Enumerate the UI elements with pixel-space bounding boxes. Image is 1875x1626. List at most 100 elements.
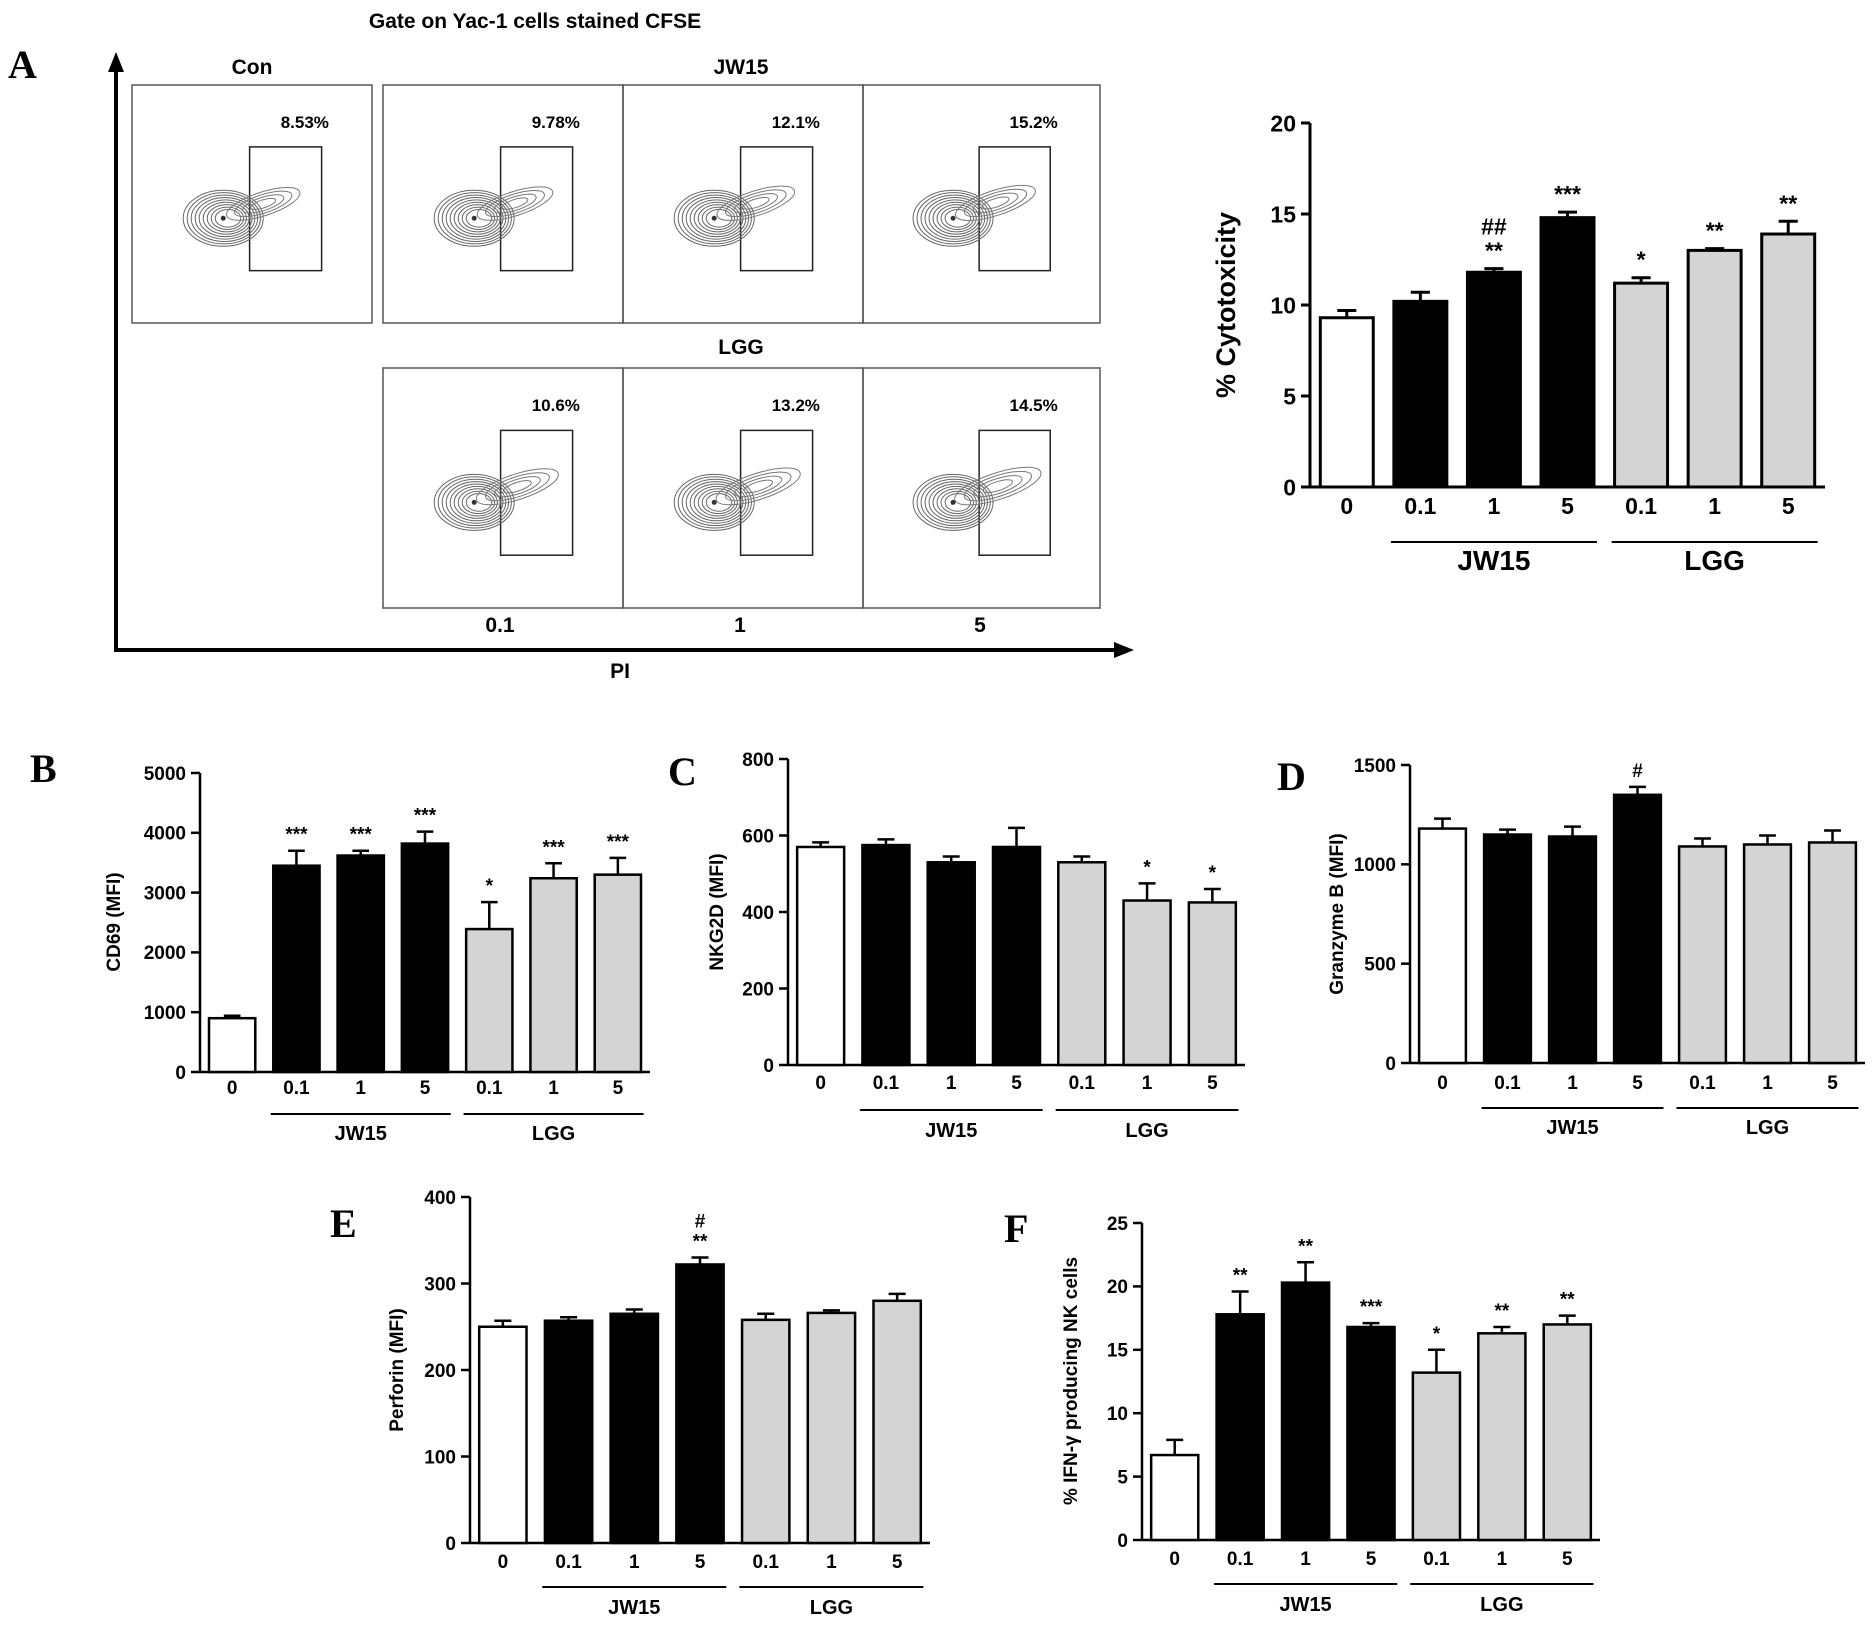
group-label: LGG [1125, 1120, 1168, 1142]
flow-contour [214, 208, 242, 228]
panel-label-C: C [668, 749, 697, 794]
x-tick-label: 5 [1782, 493, 1795, 519]
bar [740, 1318, 791, 1545]
bar [1215, 1313, 1265, 1542]
group-label: LGG [1480, 1594, 1523, 1616]
group-label: JW15 [925, 1120, 977, 1142]
flow-contour [677, 476, 752, 529]
bar [1677, 845, 1728, 1065]
bar [861, 843, 911, 1067]
y-tick-label: 20 [1107, 1277, 1128, 1298]
significance-marker: # [1632, 761, 1643, 782]
significance-marker: *** [542, 837, 565, 858]
flow-title: Gate on Yac-1 cells stained CFSE [369, 10, 701, 33]
y-tick-label: 5 [1283, 383, 1296, 409]
x-tick-label: 0.1 [555, 1552, 582, 1573]
x-tick-label: 5 [695, 1552, 706, 1573]
y-tick-label: 5000 [144, 764, 186, 785]
chart-cd69: B 0 1000 2000 3000 4000 5000 CD69 (MFI) 0 *** 0.1 *… [30, 746, 650, 1145]
flow-contour [453, 201, 501, 235]
bar [675, 1263, 725, 1545]
x-tick-label: 0.1 [1494, 1073, 1521, 1094]
significance-marker: ** [1706, 218, 1724, 244]
flow-contour [437, 476, 512, 529]
y-tick-label: 400 [424, 1188, 456, 1209]
x-tick-label: 0.1 [476, 1078, 503, 1099]
y-tick-label: 100 [424, 1447, 456, 1468]
x-tick-label: 0.1 [1625, 493, 1657, 519]
flow-contour [242, 194, 285, 214]
flow-contour-center [711, 499, 717, 505]
flow-gate [499, 146, 574, 272]
flow-contour [475, 468, 559, 506]
x-tick-label: 0.1 [1069, 1073, 1096, 1094]
y-tick-label: 5 [1117, 1467, 1128, 1488]
x-tick-label: 1 [946, 1073, 957, 1094]
flow-gate [499, 429, 574, 556]
panel-label-A: A [8, 42, 37, 87]
x-tick-label: 0 [815, 1073, 826, 1094]
flow-contour [190, 194, 259, 242]
flow-x-axis-arrow [1114, 642, 1134, 658]
panel-label-E: E [330, 1201, 357, 1246]
bar [991, 845, 1042, 1067]
chart-perforin: E 0 100 200 300 400 Perforin (MFI) 0 0.1 1 **#5 0.1… [330, 1188, 930, 1619]
flow-gate-percent: 9.78% [532, 113, 580, 132]
flow-contour [445, 481, 507, 524]
flow-contour [461, 206, 496, 230]
x-tick-label: 1 [826, 1552, 837, 1573]
significance-marker: ** [1298, 1236, 1313, 1257]
flow-contour [234, 190, 293, 218]
flow-cytometry-panel: A Gate on Yac-1 cells stained CFSE Con J… [8, 10, 1134, 683]
x-tick-label: 1 [548, 1078, 559, 1099]
significance-marker: *** [1360, 1297, 1383, 1318]
flow-contour [198, 199, 253, 238]
x-tick-label: 0.1 [873, 1073, 900, 1094]
flow-contour-center [471, 499, 477, 505]
flow-contour [912, 189, 994, 247]
bar [872, 1299, 923, 1545]
flow-contour-center [950, 499, 956, 505]
x-tick-label: 0.1 [283, 1078, 310, 1099]
group-label: LGG [810, 1597, 853, 1619]
x-tick-label: 1 [355, 1078, 366, 1099]
flow-jw15-label: JW15 [714, 56, 769, 79]
flow-contour [924, 481, 986, 524]
y-tick-label: 0 [445, 1534, 456, 1555]
significance-marker: *** [1554, 181, 1581, 207]
y-tick-label: 25 [1107, 1214, 1129, 1235]
flow-contour [955, 184, 1036, 221]
x-tick-label: 5 [1562, 1549, 1573, 1570]
flow-dose-label: 0.1 [485, 614, 515, 637]
y-tick-label: 10 [1107, 1404, 1128, 1425]
bar [1057, 861, 1107, 1067]
flow-contour [457, 204, 498, 233]
chart-nkg2d: C 0 200 400 600 800 NKG2D (MFI) 0 0.1 1 5 0.1 * 1 * 5 JW… [668, 749, 1245, 1142]
flow-x-axis-label: PI [610, 660, 630, 683]
bar [272, 864, 321, 1074]
flow-contour [940, 206, 974, 230]
bar [1346, 1325, 1396, 1542]
flow-contour [689, 199, 744, 238]
significance-marker: ## [1481, 214, 1507, 240]
bar [477, 1325, 528, 1545]
flow-contour [716, 185, 796, 221]
x-tick-label: 0 [1437, 1073, 1448, 1094]
flow-y-axis-arrow [108, 52, 124, 72]
panel-label-F: F [1004, 1206, 1028, 1251]
flow-contour [453, 485, 501, 519]
x-tick-label: 5 [1011, 1073, 1022, 1094]
x-tick-label: 1 [1142, 1073, 1153, 1094]
group-label: JW15 [1279, 1594, 1331, 1616]
flow-contour-center [950, 215, 956, 221]
flow-contour [476, 186, 554, 221]
y-axis-label: Perforin (MFI) [387, 1308, 408, 1432]
bar [1318, 316, 1375, 489]
y-axis-label: % Cytotoxicity [1211, 212, 1241, 398]
flow-contour-center [220, 215, 226, 221]
flow-plot-frame [862, 367, 1101, 609]
significance-marker: *** [350, 825, 373, 846]
flow-contour [493, 193, 537, 214]
x-tick-label: 1 [1497, 1549, 1508, 1570]
